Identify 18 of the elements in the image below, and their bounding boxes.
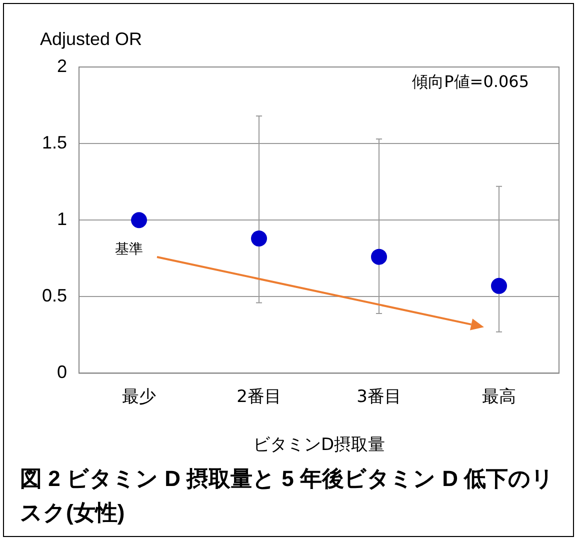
- y-axis-title: Adjusted OR: [40, 28, 142, 49]
- x-tick-label: 最高: [482, 386, 516, 407]
- point: [251, 230, 268, 246]
- y-tick-label: 0.5: [42, 286, 68, 306]
- y-tick-label: 2: [57, 56, 68, 76]
- y-tick-label: 1: [57, 209, 68, 230]
- text: 図 2 ビタミン D 摂取量と 5 年後ビタミン D 低下のリスク(女性): [20, 465, 556, 527]
- point: [131, 212, 148, 228]
- y-tick-label: 0: [57, 362, 68, 382]
- x-tick-label: 2番目: [236, 386, 282, 407]
- x-tick-label: 最少: [122, 386, 156, 407]
- x-tick-label: 3番目: [356, 386, 402, 407]
- x-axis-title: ビタミンD摂取量: [252, 435, 386, 456]
- annotation: 傾向P値=0.065: [412, 72, 529, 92]
- annotation: 基準: [115, 242, 144, 258]
- y-tick-label: 1.5: [42, 132, 68, 153]
- point: [371, 248, 388, 265]
- point: [491, 278, 508, 294]
